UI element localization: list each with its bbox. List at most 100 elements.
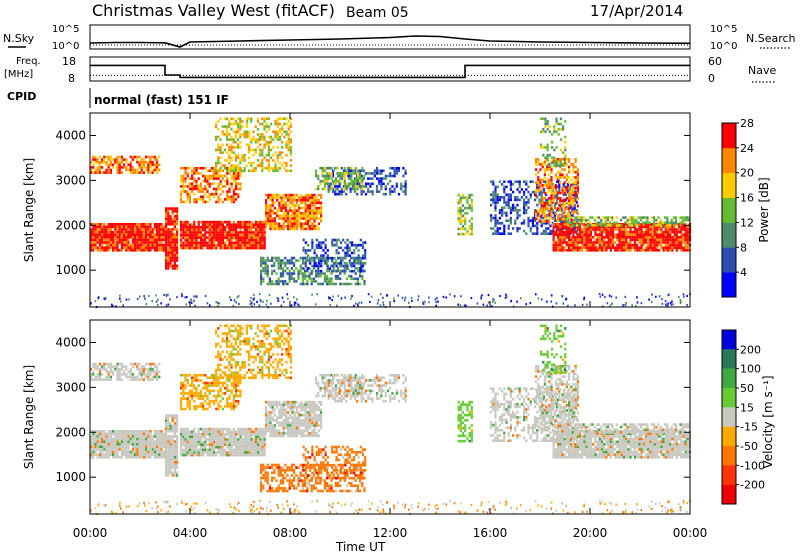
power-cell: [299, 264, 302, 268]
power-cell: [269, 199, 272, 202]
power-cell: [259, 143, 262, 147]
power-cell: [103, 236, 106, 239]
power-cell: [101, 238, 104, 242]
velocity-cell: [131, 448, 134, 451]
power-cell: [98, 243, 101, 247]
power-cell: [261, 236, 264, 239]
power-cell: [355, 256, 358, 260]
power-cell: [234, 164, 237, 167]
power-cell: [261, 161, 264, 165]
power-cell: [556, 180, 559, 183]
velocity-cell: [90, 443, 93, 446]
power-cell: [267, 140, 270, 144]
power-cell: [357, 254, 360, 257]
power-cell: [235, 185, 238, 188]
power-cell: [289, 217, 292, 220]
power-cell: [112, 230, 115, 234]
power-cell: [574, 238, 577, 242]
power-cell: [123, 223, 126, 226]
power-cell: [171, 220, 174, 223]
power-cell: [286, 261, 289, 265]
power-cell: [284, 261, 287, 265]
power-cell: [339, 241, 343, 244]
power-cell: [334, 187, 337, 191]
power-cell: [545, 222, 548, 225]
power-cell: [184, 233, 187, 237]
power-cell: [640, 228, 643, 231]
noise-right-tick-bottom: 10^0: [710, 41, 737, 52]
power-cell: [252, 241, 255, 245]
power-cell: [169, 217, 172, 221]
power-cell: [265, 122, 268, 126]
power-cell: [673, 246, 676, 249]
power-cell: [557, 170, 560, 174]
power-cell: [315, 246, 318, 250]
power-cell: [276, 296, 278, 300]
velocity-cell: [136, 430, 139, 433]
power-cell: [359, 282, 362, 286]
power-cell: [153, 163, 156, 167]
power-cell: [243, 241, 246, 245]
power-cell: [457, 227, 460, 231]
power-cell: [562, 211, 565, 215]
power-cell: [116, 163, 119, 167]
power-cell: [642, 249, 645, 252]
power-cell: [289, 117, 292, 121]
power-cell: [338, 174, 341, 178]
power-cell: [501, 196, 504, 199]
power-cell: [145, 168, 148, 172]
power-cell: [269, 214, 272, 218]
power-cell: [552, 249, 555, 252]
power-cell: [606, 216, 609, 219]
power-cell: [682, 236, 685, 239]
power-cell: [258, 304, 261, 307]
power-cell: [176, 254, 179, 257]
power-cell: [271, 219, 274, 223]
power-cell: [276, 214, 279, 218]
power-cell: [574, 236, 577, 239]
power-cell: [334, 179, 337, 183]
power-cell: [350, 297, 352, 300]
velocity-cell: [160, 430, 163, 433]
power-cell: [442, 295, 445, 298]
power-cell: [616, 233, 619, 236]
velocity-cell: [94, 453, 97, 456]
power-cell: [563, 236, 566, 239]
power-cell: [208, 239, 211, 242]
power-cell: [580, 221, 583, 225]
velocity-cell: [109, 453, 112, 456]
power-cell: [300, 227, 303, 231]
power-cell: [158, 238, 161, 242]
velocity-cell: [149, 430, 152, 433]
power-cell: [290, 272, 293, 275]
power-cell: [315, 196, 318, 199]
power-cell: [299, 267, 302, 270]
power-cell: [470, 209, 473, 212]
power-cell: [609, 246, 612, 249]
power-cell: [298, 225, 301, 228]
velocity-cell: [160, 437, 163, 441]
power-cell: [230, 164, 233, 167]
power-cell: [284, 256, 287, 260]
power-cell: [114, 243, 117, 247]
power-cell: [263, 138, 266, 141]
power-cell: [594, 230, 597, 234]
power-cell: [219, 174, 222, 178]
power-cell: [631, 224, 634, 227]
power-cell: [167, 246, 170, 249]
power-cell: [271, 201, 274, 205]
power-cell: [543, 191, 546, 195]
power-cell: [118, 168, 121, 172]
velocity-cell: [134, 448, 137, 451]
power-cell: [134, 238, 137, 242]
power-cell: [607, 225, 610, 229]
power-cell: [549, 232, 552, 235]
power-cell: [592, 246, 595, 249]
power-cell: [265, 140, 268, 144]
power-cell: [344, 269, 347, 273]
power-cell: [336, 185, 339, 188]
power-cell: [234, 130, 237, 134]
power-cell: [188, 231, 191, 234]
power-cell: [313, 251, 316, 255]
